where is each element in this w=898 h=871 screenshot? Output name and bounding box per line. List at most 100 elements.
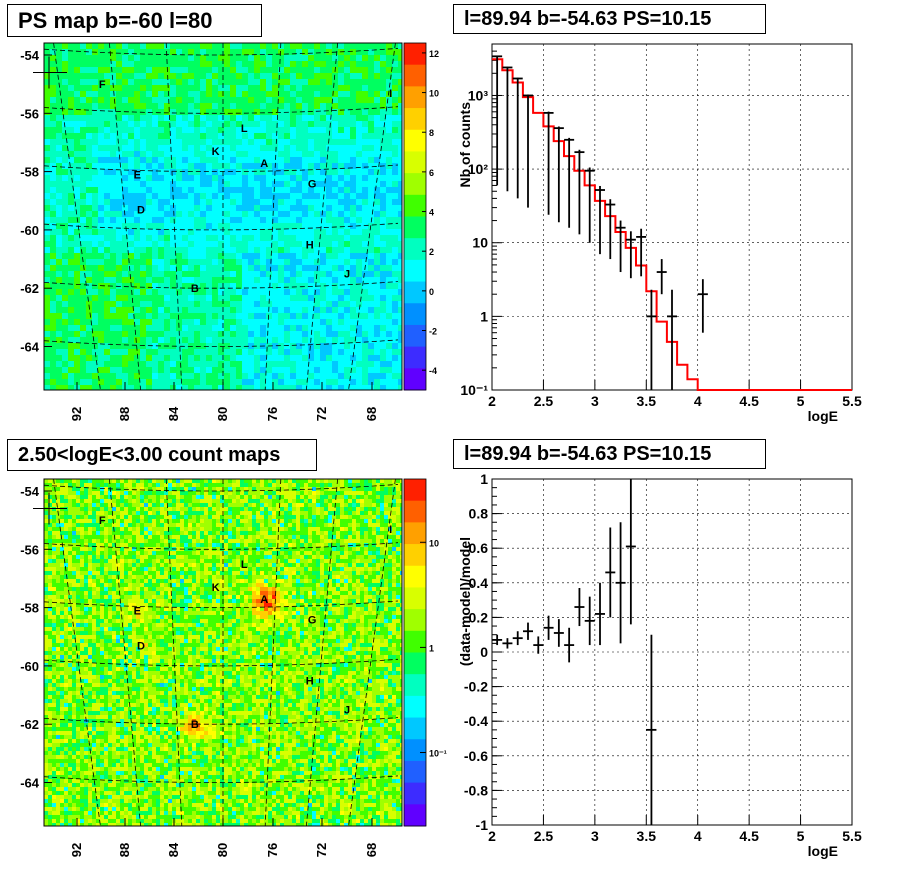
residual-xtick-label: 4.5 [739, 828, 759, 844]
map-top-source-g: G [308, 178, 317, 190]
map-top-ytick-label: -64 [20, 340, 40, 355]
map-top-ytick-label: -58 [20, 165, 39, 180]
spectrum-xtick-label: 5.5 [842, 393, 862, 409]
map-bottom-lat-line [43, 775, 399, 783]
spectrum-xtick-label: 3 [591, 393, 599, 409]
map-top-source-j: J [344, 269, 350, 281]
spectrum-ytick-label: 10² [468, 161, 489, 177]
map-top-source-l: L [241, 123, 248, 135]
residual-ytick-label: -0.8 [464, 782, 488, 798]
map-top-cb-tick-label: 0 [429, 287, 434, 297]
map-bottom-source-l: L [241, 559, 248, 571]
map-top-source-e: E [134, 170, 141, 182]
map-top-source-d: D [137, 204, 145, 216]
map-bottom-title: 2.50<logE<3.00 count maps [7, 439, 317, 471]
spectrum-data-point [574, 149, 585, 235]
spectrum-ytick-label: 10³ [468, 87, 489, 103]
map-bottom-lon-line [348, 478, 396, 827]
residual-xtick-label: 4 [694, 828, 702, 844]
map-bottom-xtick-label: 88 [117, 843, 132, 857]
map-top-lon-line [53, 42, 101, 391]
map-top-xtick-label: 68 [364, 407, 379, 421]
residual-data-point [615, 522, 626, 644]
map-bottom-xtick-label: 80 [215, 843, 230, 857]
map-top-lon-line [348, 42, 396, 391]
map-bottom-cb-tick-label: 10 [429, 538, 439, 548]
map-bottom-lat-line [43, 658, 399, 667]
spectrum-data-point [656, 259, 667, 295]
map-top-xtick-label: 84 [166, 406, 181, 421]
map-bottom-xtick-label: 72 [314, 843, 329, 857]
residual-xtick-label: 2 [488, 828, 496, 844]
map-top-cb-tick-label: 8 [429, 128, 434, 138]
spectrum-data-point [564, 137, 575, 228]
residual-ytick-label: 0 [480, 644, 488, 660]
spectrum-data-point [667, 289, 677, 390]
spectrum-xtick-label: 2 [488, 393, 496, 409]
residual-title: l=89.94 b=-54.63 PS=10.15 [453, 439, 766, 469]
map-top-lat-line [43, 48, 399, 56]
spectrum-data-point [492, 55, 503, 186]
map-bottom-graticule [43, 478, 399, 827]
map-bottom-source-a: A [260, 594, 268, 606]
map-top-xtick-label: 72 [314, 407, 329, 421]
map-top-title: PS map b=-60 l=80 [7, 4, 262, 37]
residual-xtick-label: 5 [797, 828, 805, 844]
map-top-source-k: K [212, 146, 220, 158]
spectrum-title: l=89.94 b=-54.63 PS=10.15 [453, 4, 766, 34]
residual-xlabel: logE [808, 843, 838, 859]
spectrum-data-point [636, 228, 647, 277]
map-top-cb-tick-label: 2 [429, 247, 434, 257]
residual-ytick-label: 0.4 [469, 575, 489, 591]
map-top-xtick-label: 92 [69, 407, 84, 421]
map-top-ytick-label: -62 [20, 281, 39, 296]
spectrum-ytick-label: 10 [472, 235, 488, 251]
map-top-cb-tick-label: -4 [429, 366, 437, 376]
map-bottom-ytick-label: -60 [20, 659, 39, 674]
residual-xtick-label: 5.5 [842, 828, 862, 844]
spectrum-xtick-label: 5 [797, 393, 805, 409]
map-bottom-lon-line [165, 478, 183, 827]
residual-data-point [564, 627, 575, 663]
map-bottom-lon-line [53, 478, 101, 827]
spectrum-data-point [502, 66, 513, 192]
map-bottom-source-h: H [306, 675, 314, 687]
residual-ytick-label: 1 [480, 471, 488, 487]
residual-ylabel: (data-model)/model [457, 537, 473, 666]
map-top-lat-line [43, 222, 399, 231]
residual-data-point [533, 636, 544, 654]
map-top-lon-line [264, 42, 282, 391]
residual-data-point [553, 619, 564, 647]
map-top-graticule [43, 42, 399, 391]
map-bottom-lon-line [108, 478, 142, 827]
residual-xtick-label: 2.5 [534, 828, 554, 844]
map-top-source-f: F [99, 79, 106, 91]
spectrum-xlabel: logE [808, 408, 838, 424]
residual-data-point [605, 527, 616, 618]
map-bottom-lon-line [305, 478, 339, 827]
map-top-ytick-label: -60 [20, 223, 39, 238]
map-top-source-a: A [260, 158, 268, 170]
spectrum-model-line [492, 58, 852, 391]
map-top-cb-tick-label: -2 [429, 327, 437, 337]
map-bottom-source-d: D [137, 640, 145, 652]
spectrum-data-point [553, 126, 564, 223]
map-top-source-i: I [389, 88, 392, 100]
map-top-source-h: H [306, 239, 314, 251]
residual-xtick-label: 3.5 [637, 828, 657, 844]
map-top-cb-tick-label: 10 [429, 89, 439, 99]
spectrum-data-point [523, 94, 533, 208]
map-top-lon-line [165, 42, 183, 391]
map-bottom-source-k: K [212, 582, 220, 594]
map-top-source-b: B [191, 283, 199, 295]
map-bottom-source-i: I [389, 524, 392, 536]
residual-data-point [625, 479, 636, 625]
map-bottom-colorbar-frame [403, 478, 427, 827]
map-bottom-colorbar [404, 479, 426, 827]
spectrum-data-point [595, 185, 605, 255]
residual-data-point [584, 596, 595, 646]
map-bottom-source-f: F [99, 515, 106, 527]
spectrum-ytick-label: 10⁻¹ [460, 382, 488, 398]
map-top-xtick-label: 80 [215, 407, 230, 421]
